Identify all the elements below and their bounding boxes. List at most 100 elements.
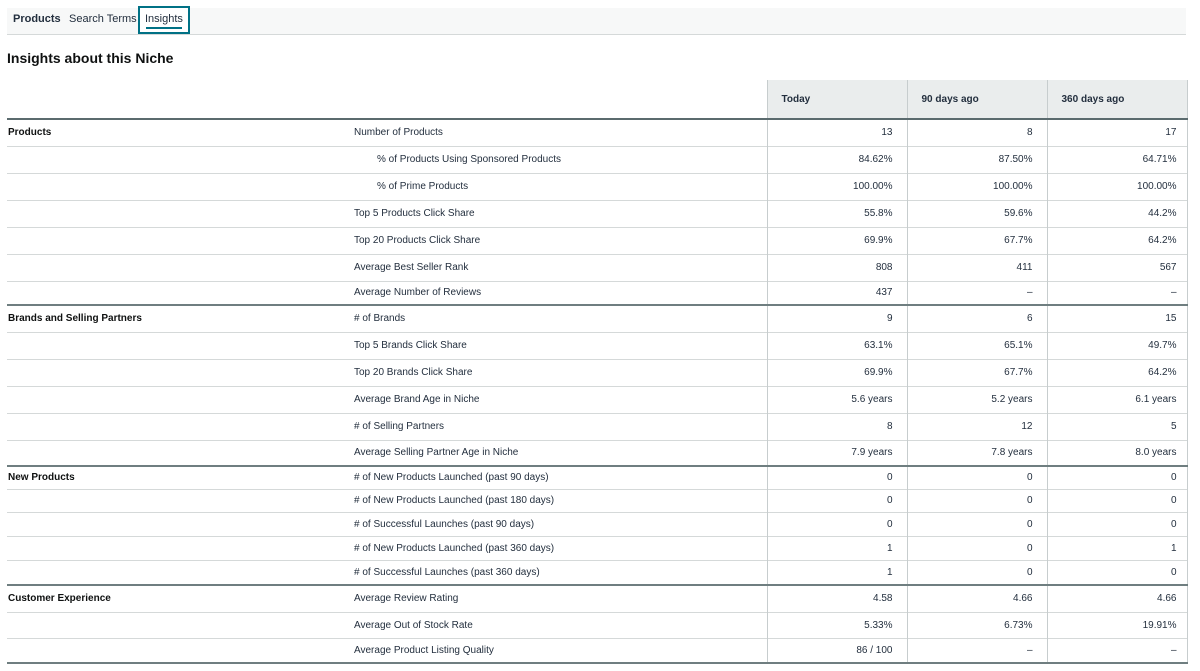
header-spacer [7,80,342,119]
value-90-days-ago: 0 [906,560,1047,585]
metric-label: Top 5 Brands Click Share [354,340,467,351]
value-360-days-ago: 0 [1046,512,1188,536]
value-360-days-ago: 19.91% [1046,612,1188,638]
value-360-days-ago: 44.2% [1046,200,1188,227]
value-360-days-ago: 100.00% [1046,173,1188,200]
metric-label: # of Brands [354,313,406,325]
value-360-days-ago: 49.7% [1046,332,1188,359]
value-today: 84.62% [766,146,907,173]
value-360-days-ago: 17 [1046,119,1188,146]
group-label: Customer Experience [8,593,111,605]
group-spacer [7,560,342,585]
metric-label: # of Selling Partners [354,421,445,432]
value-90-days-ago: 7.8 years [906,440,1047,466]
group-spacer [7,254,342,281]
table-row: Top 5 Products Click Share 55.8% 59.6% 44.2… [7,200,1188,227]
group-spacer [7,359,342,386]
metric-label: Top 20 Brands Click Share [354,367,473,378]
group-spacer [7,612,342,638]
group-spacer [7,512,342,536]
value-90-days-ago: – [906,638,1047,663]
value-90-days-ago: 0 [906,466,1047,489]
table-row: Average Selling Partner Age in Niche 7.9 … [7,440,1188,466]
group-label: New Products [8,472,75,484]
value-90-days-ago: 4.66 [906,585,1047,612]
metric-label: Average Review Rating [354,593,459,605]
group-spacer [7,638,342,663]
tab-search-terms[interactable]: Search Terms [69,13,137,25]
value-360-days-ago: – [1046,281,1188,305]
metric-label: % of Prime Products [377,181,469,192]
value-today: 7.9 years [766,440,907,466]
column-header-360-days-ago: 360 days ago [1046,80,1188,119]
table-row: # of New Products Launched (past 180 day… [7,489,1188,512]
value-today: 55.8% [766,200,907,227]
value-360-days-ago: 1 [1046,536,1188,560]
group-spacer [7,536,342,560]
group-spacer [7,200,342,227]
value-today: 4.58 [766,585,907,612]
value-90-days-ago: 0 [906,536,1047,560]
value-90-days-ago: 8 [906,119,1047,146]
value-360-days-ago: 567 [1046,254,1188,281]
value-360-days-ago: 64.71% [1046,146,1188,173]
value-90-days-ago: 0 [906,489,1047,512]
value-today: 0 [766,466,907,489]
column-header-90-days-ago: 90 days ago [906,80,1047,119]
table-row: % of Products Using Sponsored Products 84… [7,146,1188,173]
group-spacer [7,227,342,254]
metric-label: Average Selling Partner Age in Niche [354,447,519,459]
metric-label: Top 20 Products Click Share [354,235,481,246]
value-today: 5.33% [766,612,907,638]
value-today: 0 [766,489,907,512]
metric-label: Average Brand Age in Niche [354,394,480,405]
value-90-days-ago: 411 [906,254,1047,281]
table-row: # of New Products Launched (past 360 day… [7,536,1188,560]
value-90-days-ago: 67.7% [906,359,1047,386]
value-today: 0 [766,512,907,536]
metric-label: Average Number of Reviews [354,287,482,299]
value-90-days-ago: 0 [906,512,1047,536]
value-90-days-ago: 65.1% [906,332,1047,359]
group-spacer [7,146,342,173]
group-spacer [7,413,342,440]
metric-label: # of Successful Launches (past 360 days) [354,566,540,578]
value-360-days-ago: 4.66 [1046,585,1188,612]
insights-table: Today 90 days ago 360 days ago Products N… [7,80,1188,664]
group-spacer [7,489,342,512]
table-row: Brands and Selling Partners # of Brands 9 6… [7,305,1188,332]
value-today: 1 [766,536,907,560]
tab-insights[interactable]: Insights [138,6,190,34]
table-row: Average Out of Stock Rate 5.33% 6.73% 19.91… [7,612,1188,638]
metric-label: # of New Products Launched (past 360 day… [354,542,555,554]
table-row: Customer Experience Average Review Rating… [7,585,1188,612]
value-today: 69.9% [766,227,907,254]
value-90-days-ago: – [906,281,1047,305]
group-spacer [7,386,342,413]
group-spacer [7,281,342,305]
value-today: 808 [766,254,907,281]
table-row: Average Best Seller Rank 808 411 567 [7,254,1188,281]
table-row: Average Brand Age in Niche 5.6 years 5.2 y… [7,386,1188,413]
value-90-days-ago: 6 [906,305,1047,332]
table-header-row: Today 90 days ago 360 days ago [7,80,1188,119]
value-360-days-ago: 64.2% [1046,227,1188,254]
metric-label: # of New Products Launched (past 90 days… [354,472,549,484]
group-label: Brands and Selling Partners [8,313,142,325]
value-360-days-ago: 5 [1046,413,1188,440]
value-360-days-ago: 0 [1046,489,1188,512]
value-360-days-ago: 15 [1046,305,1188,332]
value-today: 1 [766,560,907,585]
metric-label: Top 5 Products Click Share [354,208,475,219]
value-360-days-ago: 0 [1046,560,1188,585]
metric-label: # of Successful Launches (past 90 days) [354,518,535,530]
table-row: Average Number of Reviews 437– – [7,281,1188,305]
tab-products[interactable]: Products [13,13,61,25]
table-row: # of Selling Partners 8 12 5 [7,413,1188,440]
tab-bar: Products Search Terms Insights [7,6,1186,35]
value-90-days-ago: 67.7% [906,227,1047,254]
value-90-days-ago: 12 [906,413,1047,440]
value-today: 69.9% [766,359,907,386]
table-row: New Products # of New Products Launched (… [7,466,1188,489]
value-360-days-ago: 64.2% [1046,359,1188,386]
